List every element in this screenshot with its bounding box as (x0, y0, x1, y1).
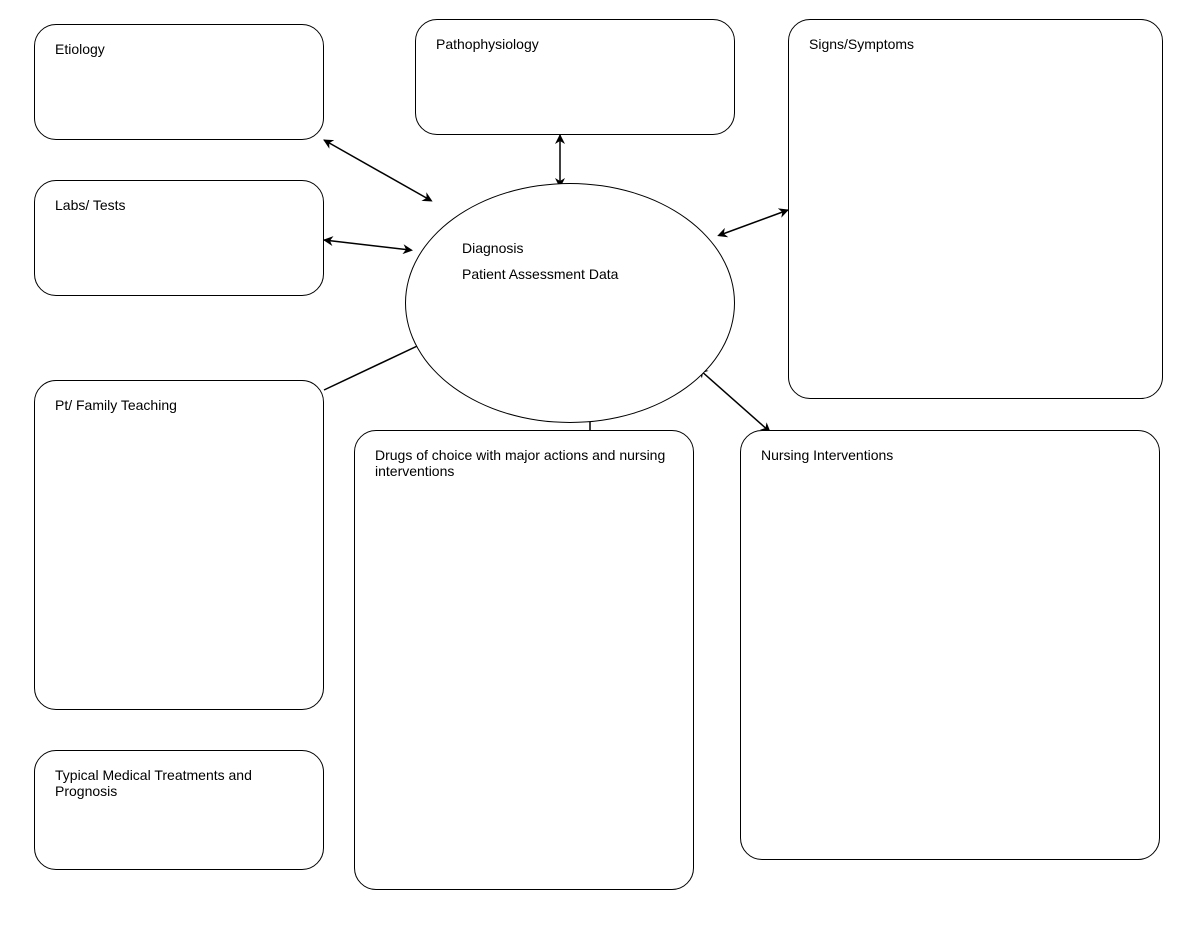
node-pt-family-teaching-label: Pt/ Family Teaching (55, 397, 177, 413)
node-drugs-label: Drugs of choice with major actions and n… (375, 447, 665, 479)
edge-signs-symptoms (720, 210, 788, 235)
node-treatments-prognosis: Typical Medical Treatments and Prognosis (34, 750, 324, 870)
edge-labs-tests (324, 240, 410, 250)
edge-etiology (324, 140, 430, 200)
node-etiology-label: Etiology (55, 41, 105, 57)
node-pathophysiology-label: Pathophysiology (436, 36, 539, 52)
node-drugs: Drugs of choice with major actions and n… (354, 430, 694, 890)
center-diagnosis-node: Diagnosis Patient Assessment Data (405, 183, 735, 423)
node-labs-tests-label: Labs/ Tests (55, 197, 126, 213)
edge-nursing-interventions (700, 370, 770, 432)
center-line1: Diagnosis (462, 240, 734, 256)
node-treatments-prognosis-label: Typical Medical Treatments and Prognosis (55, 767, 252, 799)
node-nursing-interventions: Nursing Interventions (740, 430, 1160, 860)
node-nursing-interventions-label: Nursing Interventions (761, 447, 893, 463)
node-signs-symptoms: Signs/Symptoms (788, 19, 1163, 399)
node-etiology: Etiology (34, 24, 324, 140)
node-pt-family-teaching: Pt/ Family Teaching (34, 380, 324, 710)
node-pathophysiology: Pathophysiology (415, 19, 735, 135)
node-labs-tests: Labs/ Tests (34, 180, 324, 296)
node-signs-symptoms-label: Signs/Symptoms (809, 36, 914, 52)
center-line2: Patient Assessment Data (462, 266, 734, 282)
edge-pt-family-teaching (324, 340, 430, 390)
